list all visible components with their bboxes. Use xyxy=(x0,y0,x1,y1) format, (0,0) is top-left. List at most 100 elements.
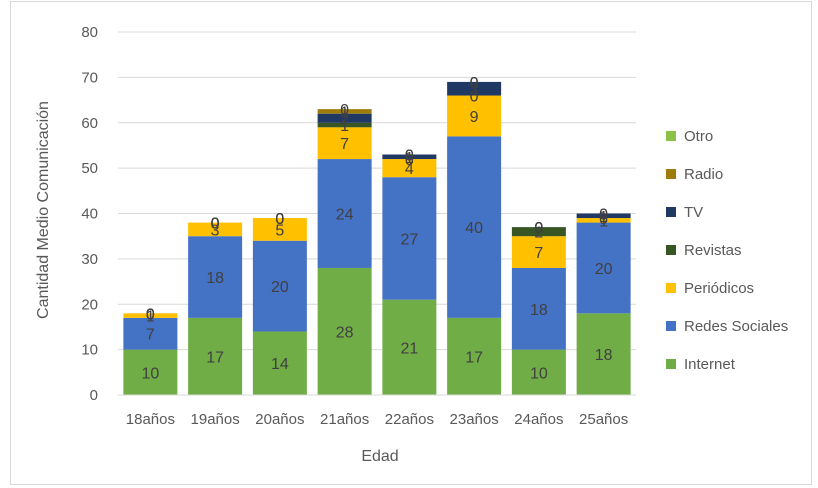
bar-segment xyxy=(511,236,566,268)
data-label: 0 xyxy=(405,148,414,165)
data-label: 14 xyxy=(271,356,289,373)
data-label: 0 xyxy=(275,211,284,228)
bar-segment xyxy=(188,222,243,237)
legend-swatch xyxy=(666,245,676,255)
data-label: 0 xyxy=(146,306,155,323)
data-label: 0 xyxy=(534,220,543,237)
bar-segment xyxy=(511,349,566,395)
data-labels: 1071000017183000014205000028247121021274… xyxy=(141,75,612,382)
x-axis-title: Edad xyxy=(361,448,398,465)
data-label: 0 xyxy=(405,152,414,169)
bar-segment xyxy=(252,240,307,332)
bar-segment xyxy=(382,159,437,178)
y-tick-label: 60 xyxy=(81,115,98,132)
legend-swatch xyxy=(666,169,676,179)
data-label: 0 xyxy=(599,207,608,224)
data-label: 18 xyxy=(595,347,613,364)
bar-segment xyxy=(511,227,566,237)
data-label: 18 xyxy=(206,270,224,287)
data-label: 27 xyxy=(400,231,418,248)
y-tick-label: 0 xyxy=(90,387,98,404)
data-label: 10 xyxy=(141,365,159,382)
legend: Otro Radio TV Revistas Periódicos Redes Socia… xyxy=(666,128,788,373)
legend-label: Periódicos xyxy=(684,280,754,297)
data-label: 3 xyxy=(470,82,479,99)
data-label: 3 xyxy=(211,222,220,239)
bar-segment xyxy=(317,267,372,395)
data-label: 5 xyxy=(275,222,284,239)
data-label: 0 xyxy=(534,220,543,237)
data-label: 40 xyxy=(465,220,483,237)
data-label: 0 xyxy=(146,306,155,323)
y-tick-label: 30 xyxy=(81,251,98,268)
data-label: 0 xyxy=(275,211,284,228)
data-label: 0 xyxy=(470,75,479,92)
bar-segment xyxy=(447,136,502,318)
data-label: 0 xyxy=(534,220,543,237)
data-label: 0 xyxy=(405,148,414,165)
data-label: 10 xyxy=(530,365,548,382)
data-label: 18 xyxy=(530,302,548,319)
x-tick-label: 24años xyxy=(514,411,563,428)
data-label: 2 xyxy=(534,225,543,242)
x-tick-label: 19años xyxy=(191,411,240,428)
data-label: 0 xyxy=(211,216,220,233)
bar-segment xyxy=(576,218,631,223)
y-tick-label: 10 xyxy=(81,342,98,359)
legend-swatch xyxy=(666,131,676,141)
legend-swatch xyxy=(666,359,676,369)
bar-segment xyxy=(576,313,631,395)
data-label: 7 xyxy=(340,136,349,153)
data-label: 0 xyxy=(146,306,155,323)
x-axis-ticks: 18años 19años 20años 21años 22años 23años 24añ… xyxy=(126,411,628,428)
x-tick-label: 23años xyxy=(450,411,499,428)
legend-swatch xyxy=(666,283,676,293)
bar-segment xyxy=(511,267,566,350)
data-label: 28 xyxy=(336,324,354,341)
y-axis-ticks: 0 10 20 30 40 50 60 70 80 xyxy=(81,24,98,404)
bar-segment xyxy=(382,299,437,395)
bar-segment xyxy=(576,222,631,314)
data-label: 17 xyxy=(206,349,224,366)
data-label: 9 xyxy=(470,109,479,126)
data-label: 0 xyxy=(275,211,284,228)
bar-segment xyxy=(382,177,437,300)
bar-segment xyxy=(317,109,372,114)
data-label: 0 xyxy=(146,306,155,323)
x-tick-label: 25años xyxy=(579,411,628,428)
y-tick-label: 40 xyxy=(81,206,98,223)
data-label: 7 xyxy=(534,245,543,262)
data-label: 0 xyxy=(275,211,284,228)
data-label: 1 xyxy=(146,309,155,326)
bar-segment xyxy=(188,236,243,318)
data-label: 4 xyxy=(405,161,414,178)
bar-segment xyxy=(123,313,178,318)
data-label: 0 xyxy=(211,216,220,233)
y-tick-label: 20 xyxy=(81,296,98,313)
y-axis-title: Cantidad Medio Comunicación xyxy=(35,101,52,319)
y-tick-label: 70 xyxy=(81,69,98,86)
y-tick-label: 50 xyxy=(81,160,98,177)
legend-swatch xyxy=(666,321,676,331)
bar-segment xyxy=(317,113,372,123)
bars xyxy=(123,81,631,395)
bar-segment xyxy=(252,331,307,395)
x-tick-label: 21años xyxy=(320,411,369,428)
x-tick-label: 22años xyxy=(385,411,434,428)
data-label: 0 xyxy=(599,207,608,224)
data-label: 1 xyxy=(340,118,349,135)
data-label: 0 xyxy=(470,75,479,92)
bar-segment xyxy=(123,349,178,395)
data-label: 7 xyxy=(146,327,155,344)
x-tick-label: 20años xyxy=(255,411,304,428)
data-label: 0 xyxy=(340,102,349,119)
bar-segment xyxy=(447,81,502,96)
data-label: 24 xyxy=(336,207,354,224)
data-label: 1 xyxy=(405,150,414,167)
data-label: 20 xyxy=(271,279,289,296)
bar-segment xyxy=(188,317,243,395)
data-label: 0 xyxy=(211,216,220,233)
bar-segment xyxy=(447,95,502,137)
legend-swatch xyxy=(666,207,676,217)
